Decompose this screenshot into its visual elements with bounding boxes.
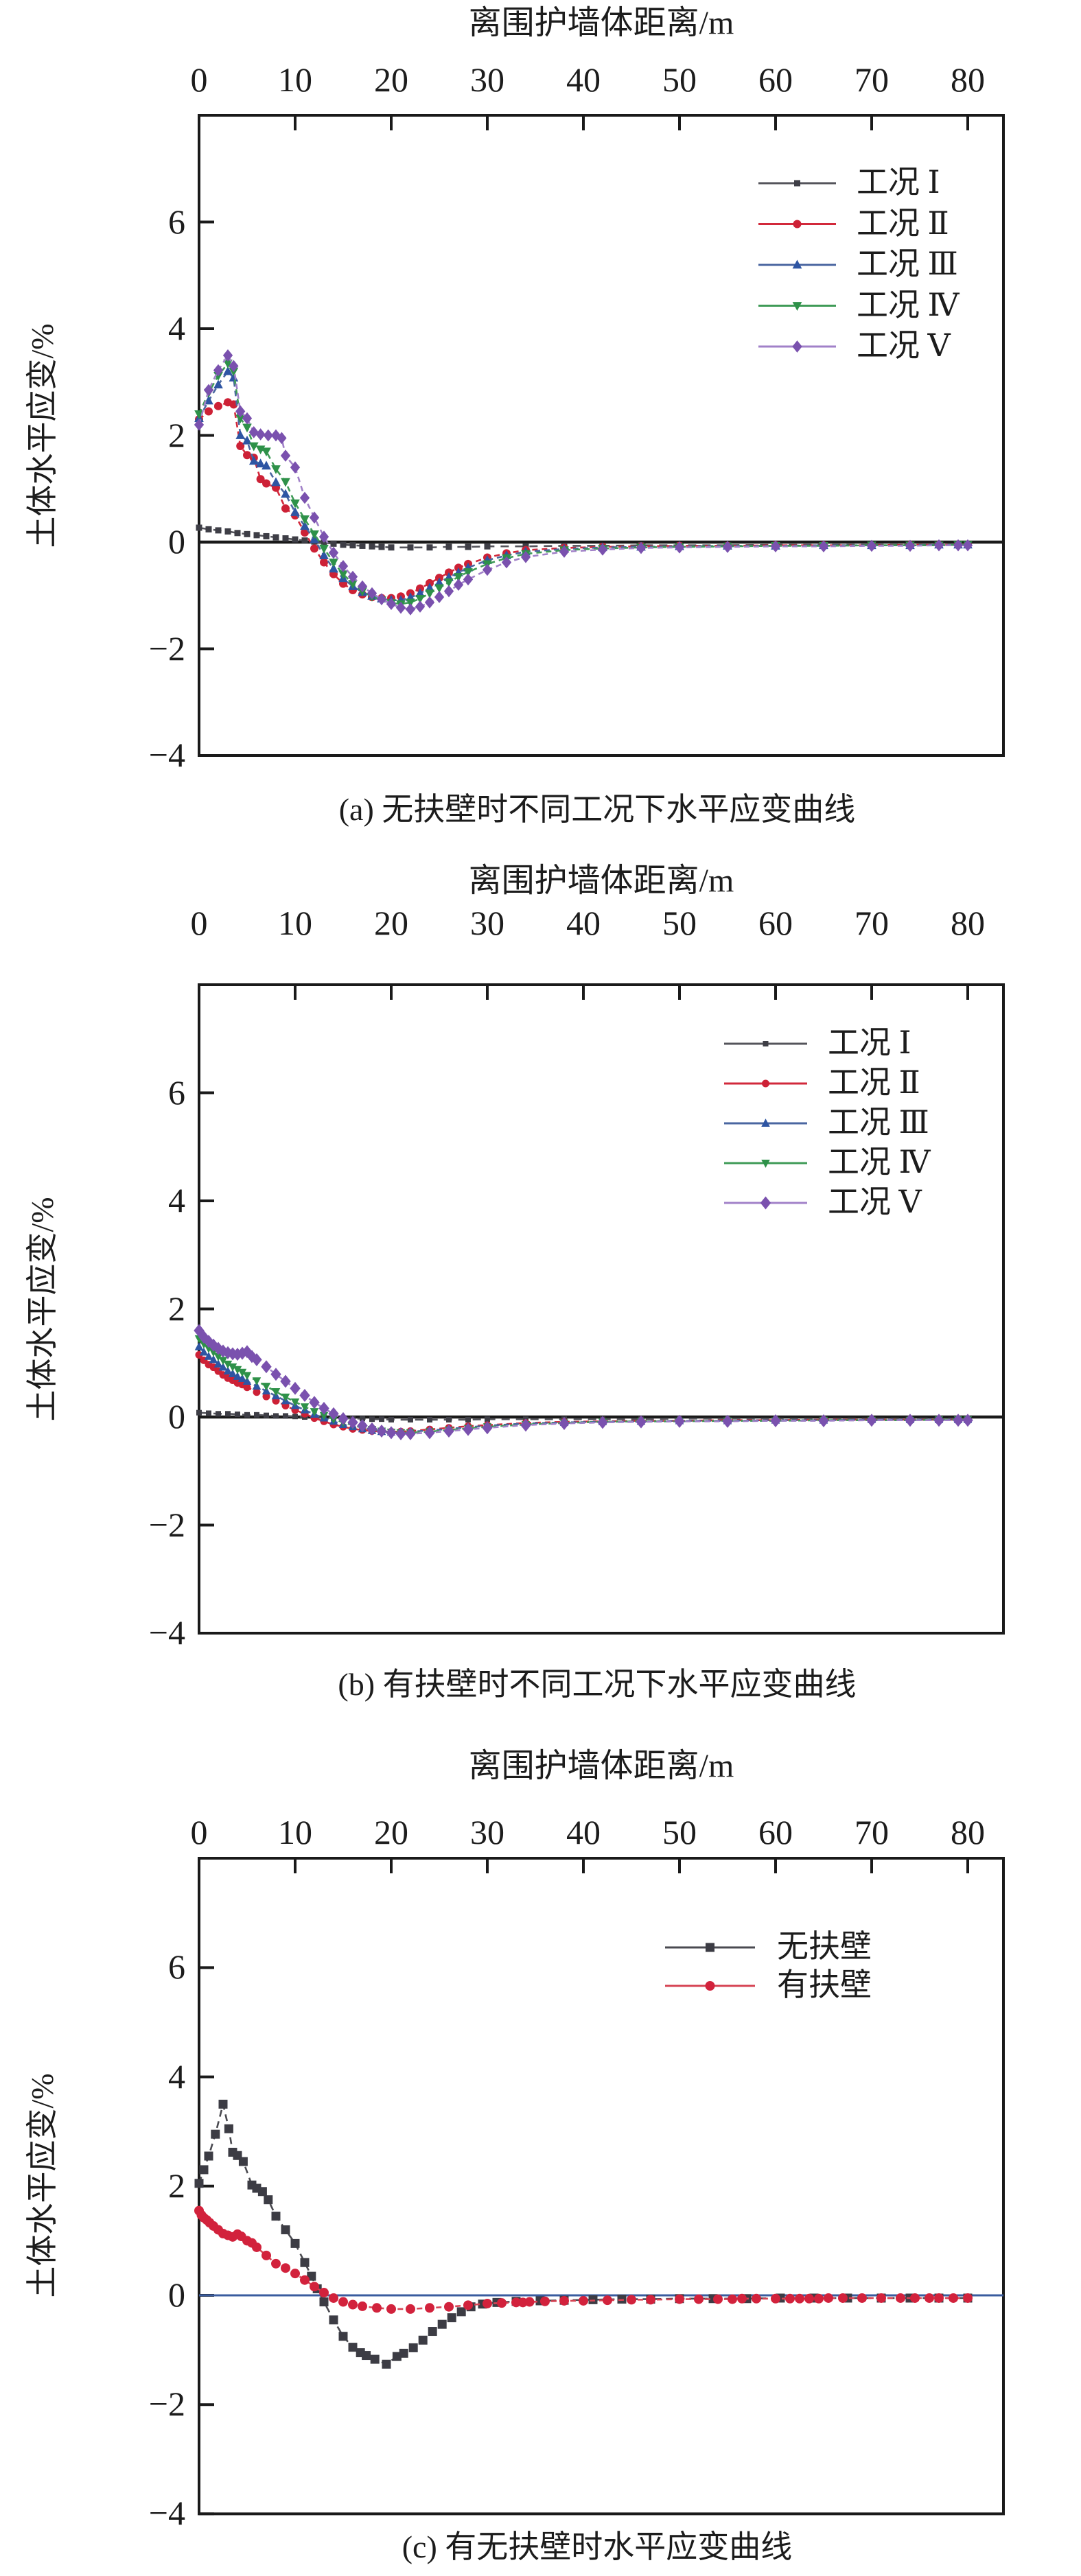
panel-a-legend-key-2	[758, 220, 836, 229]
panel-a-caption: (a) 无扶壁时不同工况下水平应变曲线	[338, 792, 856, 827]
panel-a-legend-key-5	[758, 340, 836, 353]
panel-c-series-1	[194, 2099, 973, 2369]
panel-c-x-tick-label: 70	[855, 1813, 889, 1851]
panel-b-legend-key-5	[724, 1196, 807, 1210]
panel-c-x-tick-label: 80	[951, 1813, 985, 1851]
panel-a-legend-label-5: 工况 Ⅴ	[857, 328, 951, 363]
panel-c-x-tick-label: 40	[566, 1813, 601, 1851]
panel-b-y-tick-label: 6	[168, 1073, 185, 1112]
panel-b-plot	[194, 983, 1005, 1635]
panel-a-series-2	[195, 398, 972, 602]
panel-b-x-tick-label: 70	[855, 904, 889, 942]
panel-a-x-tick-label: 40	[566, 60, 601, 99]
panel-a-legend-label-1: 工况 Ⅰ	[857, 165, 940, 200]
panel-b-y-tick-label: −2	[148, 1505, 185, 1544]
panel-b-y-tick-label: 2	[168, 1289, 185, 1328]
panel-c-legend-key-1	[665, 1943, 755, 1952]
panel-b-legend-key-2	[724, 1079, 807, 1088]
panel-a-x-tick-label: 10	[278, 60, 312, 99]
panel-a-series-5	[194, 349, 973, 616]
panel-c-legend-label-1: 无扶壁	[777, 1929, 872, 1964]
panel-a-y-tick-label: 0	[168, 522, 185, 561]
panel-a-y-tick-label: 4	[168, 309, 185, 347]
panel-b-x-tick-label: 40	[566, 904, 601, 942]
panel-a-legend-label-2: 工况 Ⅱ	[857, 205, 949, 241]
panel-c-series-2	[194, 2205, 973, 2314]
panel-b-series-5	[194, 1324, 973, 1440]
panel-a-y-tick-label: −2	[148, 629, 185, 668]
panel-c-y-tick-label: −2	[148, 2385, 185, 2424]
panel-b-legend-label-2: 工况 Ⅱ	[828, 1065, 920, 1100]
panel-c-frame	[198, 1857, 1005, 2516]
panel-a-legend-key-1	[758, 180, 836, 187]
panel-c-x-tick-label: 50	[662, 1813, 697, 1851]
panel-a-y-tick-label: 2	[168, 415, 185, 454]
panel-b-x-tick-label: 60	[758, 904, 793, 942]
panel-c-top-axis-title: 离围护墙体距离/m	[468, 1748, 734, 1784]
panel-c-y-axis-title: 土体水平应变/%	[25, 2073, 60, 2298]
panel-b-x-tick-label: 10	[278, 904, 312, 942]
panel-b-x-tick-label: 30	[470, 904, 504, 942]
panel-b-x-tick-label: 0	[190, 904, 208, 942]
panel-a-legend-key-4	[758, 302, 836, 311]
panel-c-legend-key-2	[665, 1981, 755, 1991]
panel-a-y-tick-label: −4	[148, 736, 185, 774]
panel-c-x-tick-label: 60	[758, 1813, 793, 1851]
panel-b-top-axis-title: 离围护墙体距离/m	[468, 863, 734, 899]
panel-b-y-axis-title: 土体水平应变/%	[25, 1197, 60, 1422]
panel-a-y-axis-title: 土体水平应变/%	[25, 323, 60, 548]
panel-b-caption: (b) 有扶壁时不同工况下水平应变曲线	[338, 1667, 857, 1702]
panel-b-series-3	[194, 1342, 973, 1436]
panel-b-x-tick-label: 80	[951, 904, 985, 942]
panel-a-x-tick-label: 80	[951, 60, 985, 99]
panel-b-legend-key-3	[724, 1119, 807, 1127]
panel-c-y-tick-label: 2	[168, 2166, 185, 2205]
panel-b-x-tick-label: 20	[374, 904, 408, 942]
panel-b-legend-label-1: 工况 Ⅰ	[828, 1025, 911, 1060]
panel-c-x-tick-label: 0	[190, 1813, 208, 1851]
panel-c-y-tick-label: 4	[168, 2057, 185, 2096]
panel-c-plot	[194, 1857, 1005, 2516]
panel-c-x-tick-label: 20	[374, 1813, 408, 1851]
panel-b-x-tick-label: 50	[662, 904, 697, 942]
panel-a-plot	[194, 114, 1005, 757]
panel-a-x-tick-label: 60	[758, 60, 793, 99]
panel-a-legend-key-3	[758, 259, 836, 269]
panel-b-y-tick-label: 4	[168, 1181, 185, 1219]
panel-b-legend-label-4: 工况 Ⅳ	[828, 1145, 931, 1180]
panel-b-y-tick-label: −4	[148, 1613, 185, 1652]
panel-b-legend-key-1	[724, 1041, 807, 1046]
panel-b-legend-label-5: 工况 Ⅴ	[828, 1184, 922, 1219]
panel-a-legend-label-4: 工况 Ⅳ	[857, 287, 960, 323]
panel-b-legend-key-4	[724, 1160, 807, 1168]
panel-c-y-tick-label: 6	[168, 1947, 185, 1987]
panel-a-series-3	[194, 366, 973, 605]
panel-a-legend-label-3: 工况 Ⅲ	[857, 246, 958, 281]
panel-b-legend-label-3: 工况 Ⅲ	[828, 1105, 929, 1140]
panel-a-x-tick-label: 0	[190, 60, 208, 99]
panel-a-top-axis-title: 离围护墙体距离/m	[468, 5, 734, 41]
panel-c-x-tick-label: 10	[278, 1813, 312, 1851]
panel-a-x-tick-label: 70	[855, 60, 889, 99]
panel-b-y-tick-label: 0	[168, 1397, 185, 1436]
panel-a-series-4	[194, 360, 973, 609]
panel-a-x-tick-label: 30	[470, 60, 504, 99]
panel-c-x-tick-label: 30	[470, 1813, 504, 1851]
panel-a-x-tick-label: 50	[662, 60, 697, 99]
panel-c-legend-label-2: 有扶壁	[777, 1967, 872, 2002]
panel-c-y-tick-label: −4	[148, 2494, 185, 2533]
panel-c-caption: (c) 有无扶壁时水平应变曲线	[402, 2529, 793, 2564]
panel-a-y-tick-label: 6	[168, 202, 185, 241]
panel-a-x-tick-label: 20	[374, 60, 408, 99]
panel-c-y-tick-label: 0	[168, 2275, 185, 2314]
